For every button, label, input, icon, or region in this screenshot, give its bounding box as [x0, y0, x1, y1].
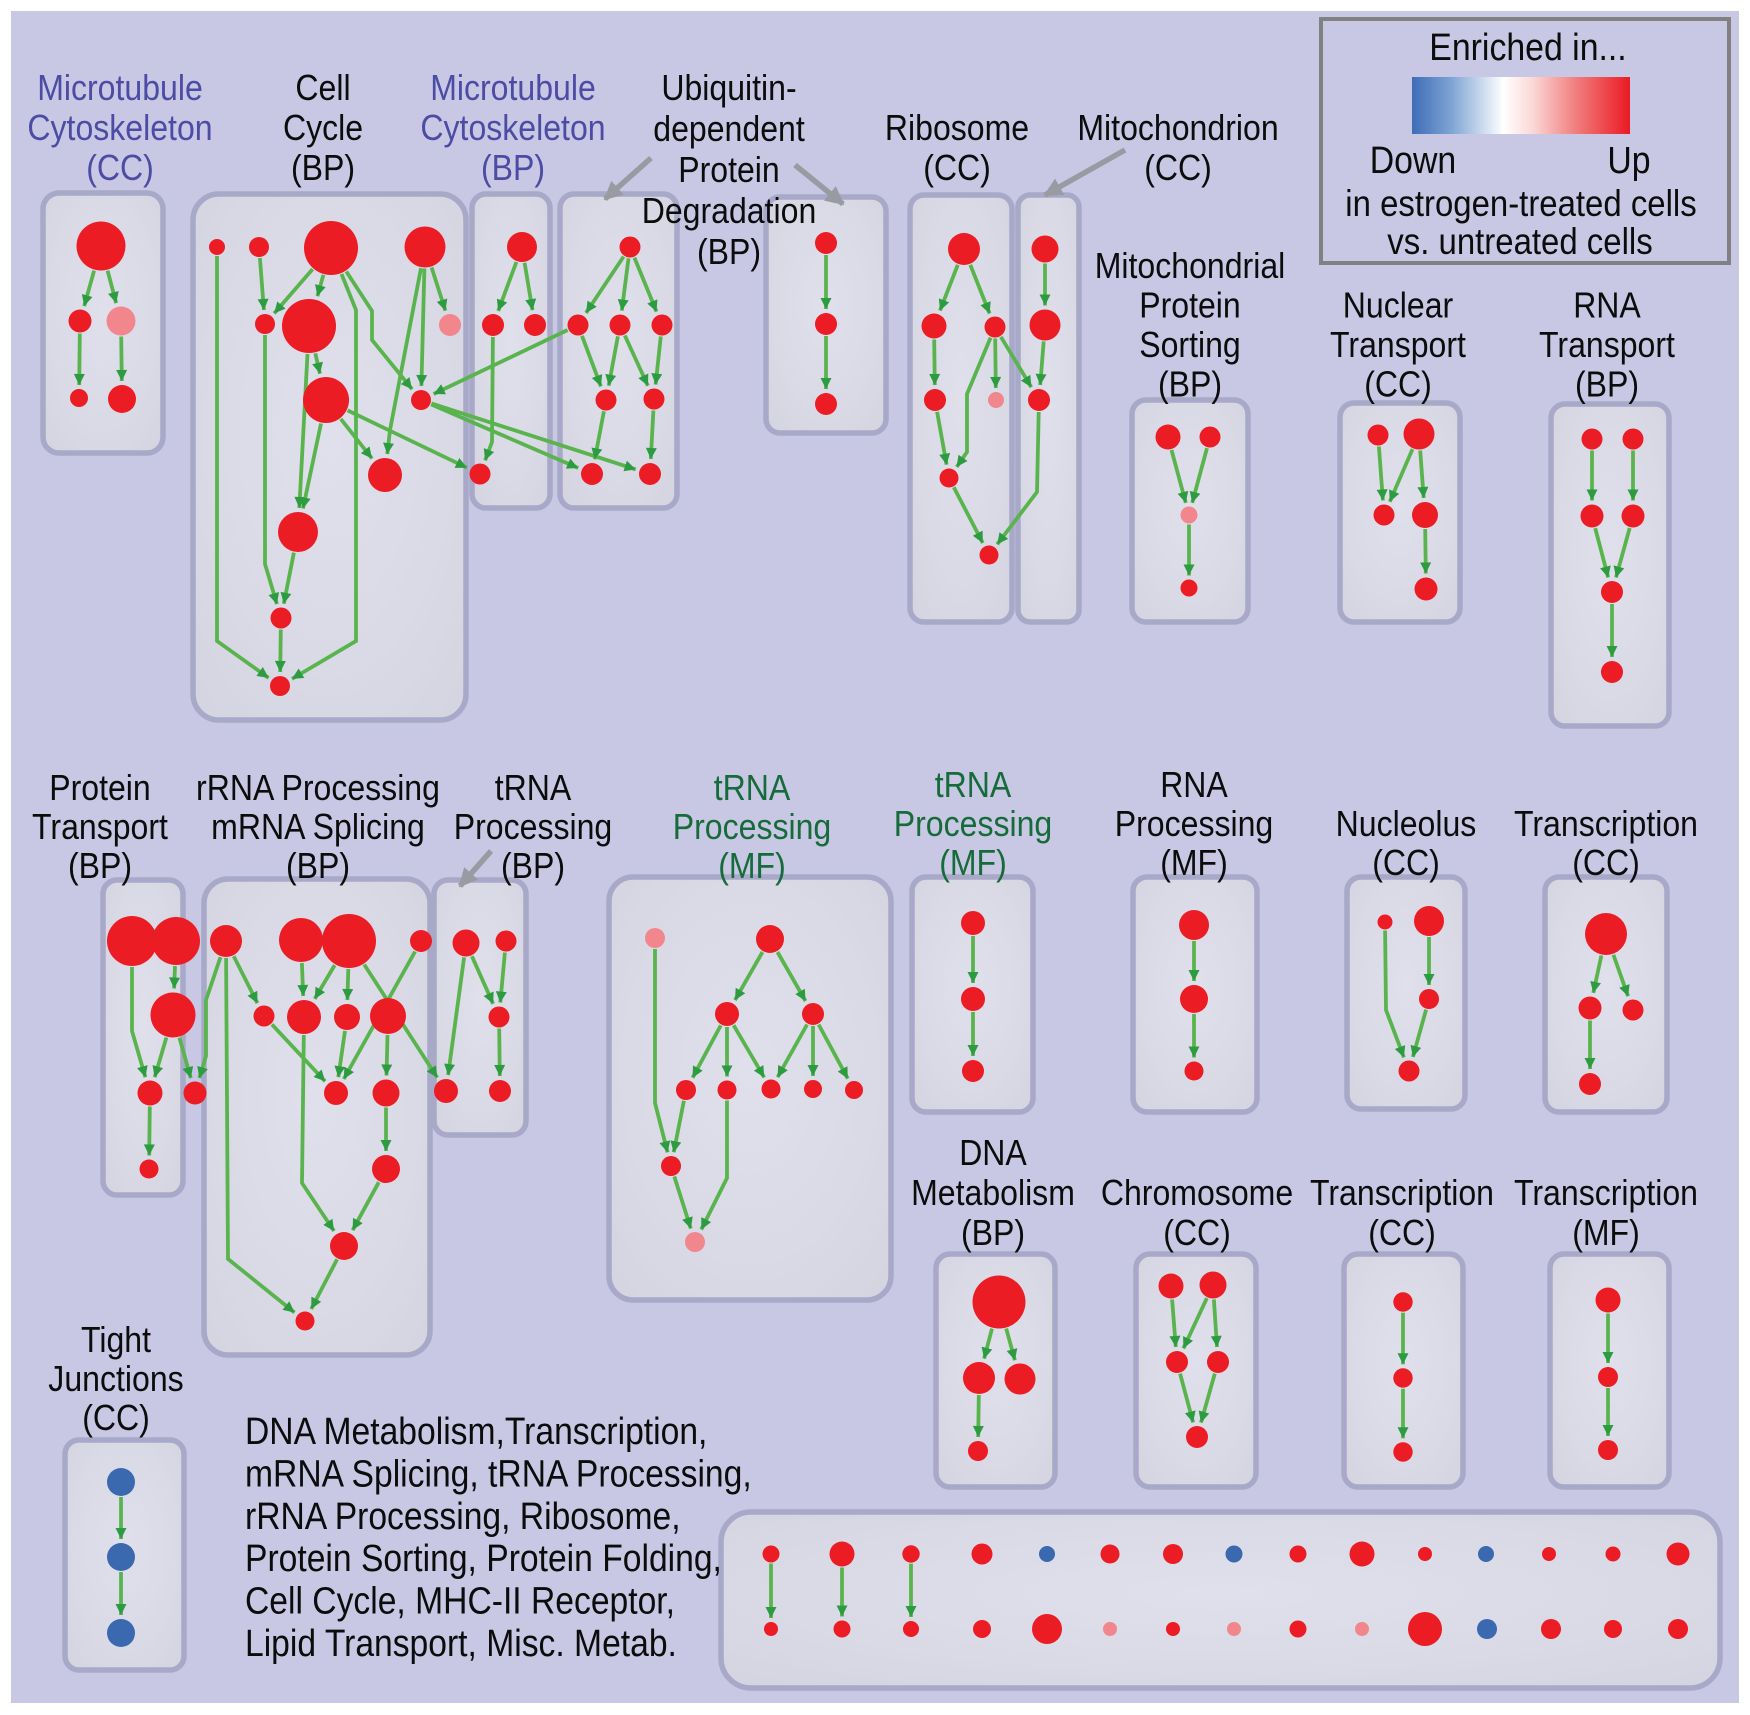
svg-text:Down: Down	[1370, 140, 1457, 182]
svg-text:Mitochondrion: Mitochondrion	[1077, 107, 1278, 148]
svg-text:DNA: DNA	[959, 1132, 1027, 1173]
svg-text:(BP): (BP)	[1575, 364, 1639, 405]
svg-text:(MF): (MF)	[1160, 842, 1228, 883]
svg-text:rRNA Processing, Ribosome,: rRNA Processing, Ribosome,	[245, 1496, 681, 1538]
svg-text:Transcription: Transcription	[1310, 1172, 1494, 1213]
svg-text:Degradation: Degradation	[642, 190, 817, 231]
svg-text:Sorting: Sorting	[1139, 324, 1241, 365]
svg-text:tRNA: tRNA	[714, 767, 791, 808]
svg-text:Metabolism: Metabolism	[911, 1172, 1075, 1213]
svg-text:(MF): (MF)	[718, 845, 786, 886]
svg-text:(CC): (CC)	[1364, 364, 1432, 405]
svg-text:DNA Metabolism,Transcription,: DNA Metabolism,Transcription,	[245, 1411, 707, 1453]
svg-text:Processing: Processing	[454, 806, 613, 847]
svg-text:(BP): (BP)	[501, 845, 565, 886]
svg-text:(BP): (BP)	[1158, 364, 1222, 405]
svg-text:tRNA: tRNA	[935, 764, 1012, 805]
svg-text:Nuclear: Nuclear	[1343, 285, 1453, 326]
svg-text:mRNA Splicing, tRNA Processing: mRNA Splicing, tRNA Processing,	[245, 1453, 752, 1495]
svg-text:Cycle: Cycle	[283, 107, 363, 148]
svg-text:Protein: Protein	[49, 767, 151, 808]
svg-text:(CC): (CC)	[1372, 842, 1440, 883]
svg-text:(BP): (BP)	[286, 845, 350, 886]
svg-text:(BP): (BP)	[291, 147, 355, 188]
svg-text:rRNA Processing: rRNA Processing	[196, 767, 440, 808]
svg-text:RNA: RNA	[1573, 285, 1641, 326]
svg-text:Protein: Protein	[1139, 285, 1241, 326]
svg-text:Enriched in...: Enriched in...	[1429, 27, 1626, 69]
svg-text:RNA: RNA	[1160, 764, 1228, 805]
svg-text:Processing: Processing	[894, 803, 1053, 844]
svg-text:Microtubule: Microtubule	[37, 67, 203, 108]
svg-text:(BP): (BP)	[961, 1212, 1025, 1253]
svg-text:Transcription: Transcription	[1514, 803, 1698, 844]
svg-text:tRNA: tRNA	[495, 767, 572, 808]
svg-text:(CC): (CC)	[1572, 842, 1640, 883]
svg-text:Lipid Transport, Misc. Metab.: Lipid Transport, Misc. Metab.	[245, 1623, 677, 1665]
svg-text:vs. untreated cells: vs. untreated cells	[1387, 221, 1652, 262]
svg-text:(MF): (MF)	[939, 842, 1007, 883]
svg-text:Transport: Transport	[1330, 324, 1466, 365]
svg-text:Tight: Tight	[81, 1319, 151, 1360]
svg-text:Transport: Transport	[1539, 324, 1675, 365]
svg-text:mRNA Splicing: mRNA Splicing	[211, 806, 425, 847]
svg-text:Cytoskeleton: Cytoskeleton	[27, 107, 212, 148]
svg-text:Protein Sorting, Protein Foldi: Protein Sorting, Protein Folding,	[245, 1538, 722, 1580]
svg-text:(CC): (CC)	[923, 147, 991, 188]
svg-text:(MF): (MF)	[1572, 1212, 1640, 1253]
svg-text:Microtubule: Microtubule	[430, 67, 596, 108]
svg-text:Mitochondrial: Mitochondrial	[1095, 245, 1286, 286]
svg-text:Processing: Processing	[1115, 803, 1274, 844]
svg-text:Junctions: Junctions	[48, 1358, 183, 1399]
svg-text:Cytoskeleton: Cytoskeleton	[420, 107, 605, 148]
svg-text:(CC): (CC)	[1163, 1212, 1231, 1253]
svg-text:Chromosome: Chromosome	[1101, 1172, 1293, 1213]
svg-text:Ubiquitin-: Ubiquitin-	[661, 67, 796, 108]
svg-text:Up: Up	[1607, 140, 1650, 182]
svg-text:dependent: dependent	[653, 108, 805, 149]
svg-text:Processing: Processing	[673, 806, 832, 847]
svg-text:(BP): (BP)	[697, 231, 761, 272]
svg-text:(CC): (CC)	[86, 147, 154, 188]
svg-text:(CC): (CC)	[1144, 147, 1212, 188]
svg-text:Nucleolus: Nucleolus	[1336, 803, 1477, 844]
svg-text:Transport: Transport	[32, 806, 168, 847]
svg-text:(CC): (CC)	[82, 1397, 150, 1438]
svg-text:(CC): (CC)	[1368, 1212, 1436, 1253]
svg-text:Ribosome: Ribosome	[885, 107, 1029, 148]
svg-text:(BP): (BP)	[481, 147, 545, 188]
svg-text:Cell: Cell	[295, 67, 350, 108]
svg-text:in estrogen-treated cells: in estrogen-treated cells	[1345, 183, 1696, 224]
svg-text:Transcription: Transcription	[1514, 1172, 1698, 1213]
svg-text:Cell Cycle, MHC-II Receptor,: Cell Cycle, MHC-II Receptor,	[245, 1581, 675, 1623]
svg-text:(BP): (BP)	[68, 845, 132, 886]
svg-text:Protein: Protein	[678, 149, 780, 190]
